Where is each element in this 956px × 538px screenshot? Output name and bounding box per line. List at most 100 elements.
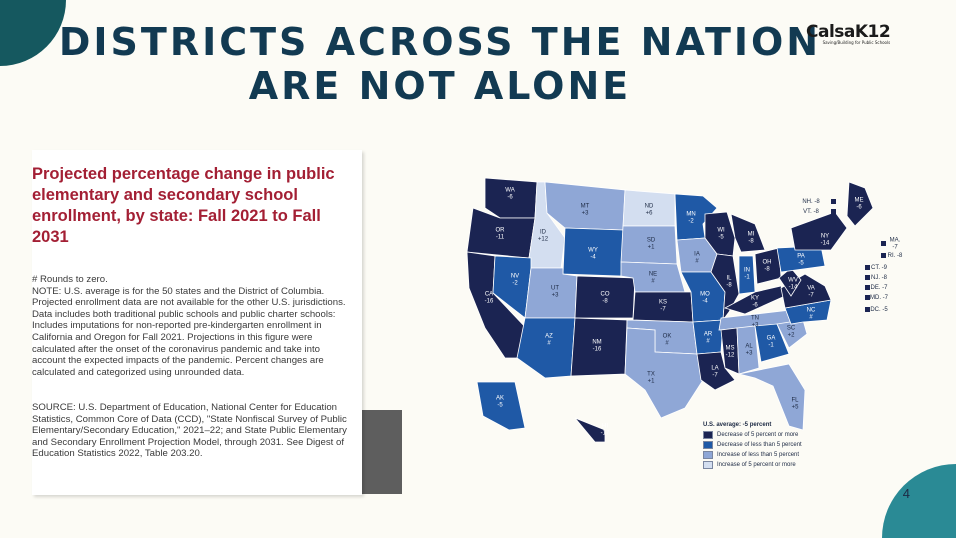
legend-item: Increase of less than 5 percent (703, 450, 823, 460)
state-value: -8 (726, 282, 732, 288)
state-value: -11 (495, 234, 505, 240)
state-label-fl: FL +5 (791, 398, 798, 411)
state-me (846, 181, 874, 227)
state-value: -8 (602, 298, 608, 304)
state-abbr: MO (700, 291, 710, 298)
state-label-wi: WI -5 (717, 228, 724, 241)
state-label-ia: IA # (694, 252, 700, 265)
state-la (696, 351, 736, 391)
state-label-nm: NM -16 (592, 340, 601, 353)
state-label-va: VA -7 (807, 286, 815, 299)
state-value: +5 (791, 404, 799, 410)
state-value: -4 (590, 254, 596, 260)
state-label-co: CO -8 (601, 292, 610, 305)
state-abbr: NE (648, 271, 658, 278)
state-label-mo: MO -4 (700, 292, 710, 305)
legend-item: Decrease of less than 5 percent (703, 440, 823, 450)
state-fl (738, 363, 806, 431)
state-ak (476, 381, 526, 431)
state-callout: DC. -5 (870, 306, 888, 313)
state-label-ca: CA -16 (485, 292, 494, 305)
state-value: -5 (798, 260, 804, 266)
state-abbr: TN (751, 315, 759, 322)
callout-swatch (865, 307, 870, 312)
state-abbr: TX (647, 371, 655, 378)
state-abbr: WI (717, 227, 725, 234)
callout-swatch (865, 265, 870, 270)
state-label-ga: GA -1 (767, 336, 776, 349)
state-label-ms: MS -12 (726, 346, 735, 359)
state-label-mt: MT +3 (581, 204, 590, 217)
state-abbr: NM (592, 339, 602, 346)
state-label-tn: TN +3 (751, 316, 759, 329)
callout-swatch (831, 199, 836, 204)
state-label-or: OR -11 (496, 228, 505, 241)
state-label-ok: OK # (663, 334, 672, 347)
legend-swatch (703, 461, 713, 469)
state-label-tx: TX +1 (647, 372, 655, 385)
state-value: -5 (718, 234, 724, 240)
state-abbr: AK (495, 395, 505, 402)
callout-swatch (865, 295, 870, 300)
map-legend: U.S. average: -5 percent Decrease of 5 p… (703, 422, 823, 470)
title-line-2: ARE NOT ALONE (248, 64, 632, 108)
state-label-il: IL -8 (726, 276, 731, 289)
state-value: -5 (497, 402, 503, 408)
state-label-nd: ND +6 (645, 204, 654, 217)
state-abbr: SD (646, 237, 656, 244)
map-svg (466, 177, 886, 443)
legend-swatch (703, 441, 713, 449)
state-label-ak: AK -5 (496, 396, 504, 409)
state-abbr: WV (788, 277, 798, 284)
state-label-wa: WA -6 (505, 188, 514, 201)
state-abbr: OK (662, 333, 672, 340)
state-value: # (695, 258, 699, 264)
panel-note: # Rounds to zero. NOTE: U.S. average is … (32, 274, 346, 378)
state-abbr: ID (540, 229, 546, 236)
state-abbr: PA (797, 253, 805, 260)
state-abbr: NV (510, 273, 520, 280)
state-abbr: ME (854, 197, 864, 204)
state-value: -6 (507, 194, 513, 200)
state-label-hi: HI -17 (601, 424, 610, 437)
state-abbr: OH (762, 259, 772, 266)
state-value: +3 (551, 292, 559, 298)
state-abbr: IA (694, 251, 700, 258)
state-value: +3 (751, 322, 759, 328)
state-value: -4 (702, 298, 708, 304)
state-value: -8 (748, 238, 754, 244)
state-label-mn: MN -2 (686, 212, 695, 225)
legend-label: Increase of 5 percent or more (717, 462, 796, 468)
state-value: # (809, 314, 813, 320)
state-ny (790, 211, 848, 251)
state-label-sd: SD +1 (647, 238, 655, 251)
state-callout: CT. -9 (870, 264, 888, 271)
state-value: -12 (725, 352, 735, 358)
state-abbr: CO (600, 291, 610, 298)
legend-label: Decrease of 5 percent or more (717, 432, 799, 438)
state-abbr: AZ (545, 333, 553, 340)
state-mi (730, 213, 766, 253)
state-label-wy: WY -4 (588, 248, 598, 261)
callout-swatch (881, 253, 886, 258)
callout-swatch (865, 275, 870, 280)
state-abbr: IL (726, 275, 732, 282)
panel-heading: Projected percentage change in public el… (32, 165, 335, 246)
state-label-wv: WV -14 (788, 278, 798, 291)
state-label-ut: UT +3 (551, 286, 559, 299)
panel-source: SOURCE: U.S. Department of Education, Na… (32, 402, 347, 460)
state-value: -6 (856, 204, 862, 210)
state-callout: RI. -8 (887, 252, 903, 259)
state-abbr: FL (791, 397, 799, 404)
state-value: +1 (647, 378, 655, 384)
state-label-me: ME -6 (855, 198, 864, 211)
state-value: +1 (647, 244, 655, 250)
legend-label: Increase of less than 5 percent (717, 452, 800, 458)
callout-swatch (881, 241, 886, 246)
state-label-mi: MI -8 (748, 232, 755, 245)
state-label-ky: KY -6 (751, 296, 759, 309)
state-value: -1 (744, 274, 750, 280)
state-label-al: AL +3 (745, 344, 752, 357)
state-abbr: MN (686, 211, 696, 218)
state-value: +3 (581, 210, 589, 216)
